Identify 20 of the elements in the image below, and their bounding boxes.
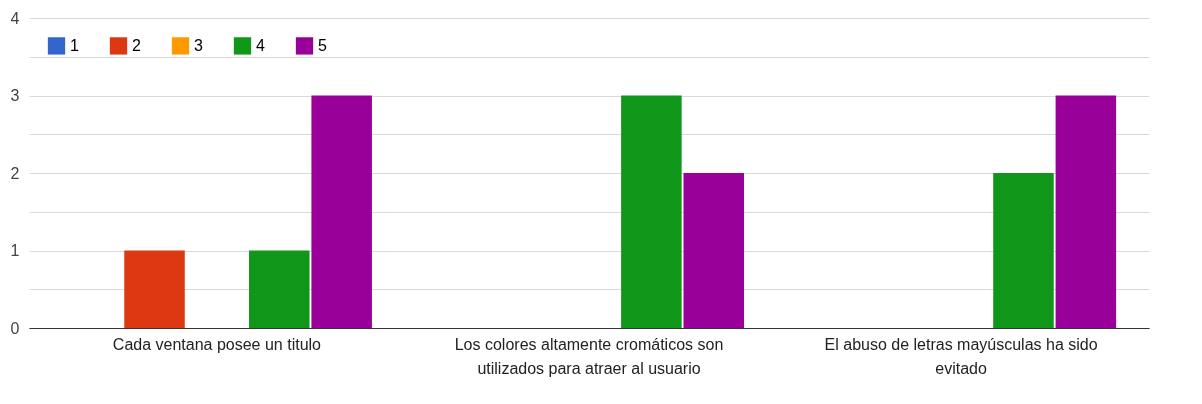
- bar: [683, 173, 745, 328]
- x-tick-label: Los colores altamente cromáticos son utilizados para atraer al usuario: [454, 335, 724, 377]
- bar: [124, 250, 185, 328]
- bar: [993, 173, 1054, 328]
- y-tick-label: 4: [10, 9, 20, 27]
- y-tick-label: 0: [10, 319, 20, 337]
- bar: [1055, 95, 1117, 328]
- legend-label: 3: [194, 36, 203, 54]
- bar: [311, 95, 372, 328]
- legend-label: 5: [318, 36, 327, 54]
- y-tick-label: 1: [10, 242, 20, 259]
- bar: [249, 250, 310, 328]
- legend-label: 1: [70, 36, 79, 54]
- x-tick-label: El abuso de letras mayúsculas ha sido evitado: [824, 335, 1098, 377]
- bar: [621, 95, 682, 328]
- x-tick-label: Cada ventana posee un titulo: [112, 335, 322, 353]
- y-tick-label: 3: [10, 87, 20, 104]
- legend-label: 4: [256, 36, 265, 54]
- legend-label: 2: [132, 36, 141, 54]
- y-tick-label: 2: [10, 164, 20, 182]
